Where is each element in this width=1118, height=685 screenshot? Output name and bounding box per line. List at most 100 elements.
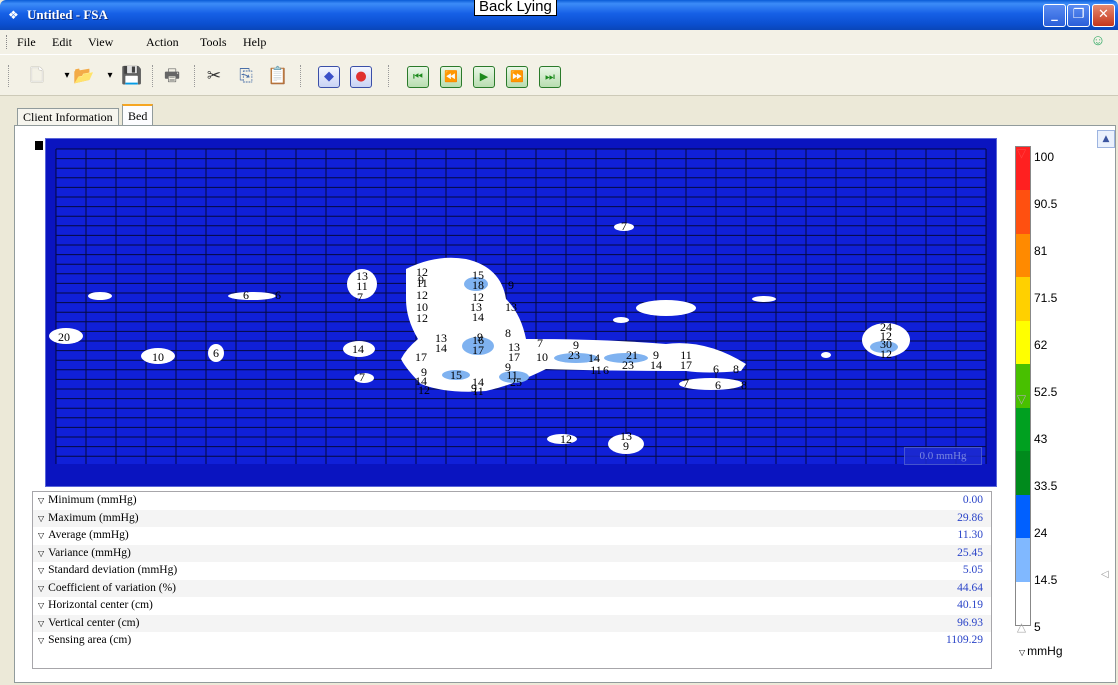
diamond-icon[interactable]: ◆ [318,66,340,88]
save-icon[interactable]: 💾 [121,66,143,86]
torso-pressure-blob [401,257,746,392]
pressure-blob [636,300,696,316]
menu-grip [6,35,9,49]
stat-label: Maximum (mmHg) [48,511,139,524]
pressure-hotspot [464,277,488,291]
new-dropdown-icon[interactable]: ▾ [64,70,70,81]
color-scale-segment [1016,233,1030,278]
pressure-value-label: 9 [421,365,427,379]
minimize-button[interactable]: _ [1043,4,1066,27]
pressure-value-label: 14 [588,351,600,365]
pressure-map[interactable]: 7 13 11 7 9 12 11 12 10 12 15 18 12 13 14 9 13 9 9 6 6 20 10 6 1… [45,138,997,487]
stat-label: Variance (mmHg) [48,546,131,559]
collapse-arrow-icon[interactable]: ◁ [1101,569,1109,580]
stat-label: Vertical center (cm) [48,616,140,629]
tab-bed[interactable]: Bed [122,104,154,128]
print-icon[interactable]: 🖶 [163,66,181,86]
pressure-value-label: 7 [359,370,365,384]
cut-icon[interactable]: ✂ [206,66,222,86]
stat-label: Coefficient of variation (%) [48,581,176,594]
copy-icon[interactable]: ⎘ [239,66,253,86]
pressure-blob [679,378,743,390]
stat-sensing-area[interactable]: ▽ Sensing area (cm) 1109.29 [33,632,991,650]
stat-variance[interactable]: ▽ Variance (mmHg) 25.45 [33,544,991,562]
pressure-value-label: 6 [243,288,249,302]
pressure-value-label: 8 [741,378,747,392]
color-scale-segment [1016,364,1030,409]
pressure-value-label: 18 [472,278,484,292]
scale-units[interactable]: ▽ mmHg [1019,644,1063,658]
open-dropdown-icon[interactable]: ▾ [107,70,113,81]
stat-coefficient-of-variation[interactable]: ▽ Coefficient of variation (%) 44.64 [33,579,991,597]
pressure-readout: 0.0 mmHg [904,447,982,465]
color-scale-segment [1016,581,1030,626]
pressure-blob [88,292,112,300]
scale-top-handle-icon[interactable]: ▽ [1016,146,1027,160]
color-scale-segment [1016,407,1030,452]
pressure-value-label: 6 [715,378,721,392]
pressure-hotspot [462,337,494,355]
expand-arrow-icon: ▽ [38,548,45,558]
paste-icon[interactable]: 📋 [267,66,289,86]
stat-minimum[interactable]: ▽ Minimum (mmHg) 0.00 [33,492,991,510]
color-scale-segment [1016,277,1030,322]
stat-maximum[interactable]: ▽ Maximum (mmHg) 29.86 [33,509,991,527]
pressure-value-label: 9 [477,330,483,344]
color-scale-label: 24 [1034,526,1048,540]
assistant-icon[interactable]: ☺ [1090,33,1106,49]
pressure-blob [354,373,374,383]
pressure-value-label: 7 [537,336,543,350]
scroll-up-button[interactable]: ▲ [1097,130,1115,148]
last-frame-icon[interactable]: ⏭ [539,66,561,88]
pressure-blob [49,328,83,344]
title-bar: ❖ Untitled - FSA Back Lying _ ❐ ✕ [0,0,1118,30]
pressure-value-label: 16 [472,333,484,347]
pressure-value-label: 17 [472,343,484,357]
stat-value: 29.86 [957,511,983,524]
stat-vertical-center[interactable]: ▽ Vertical center (cm) 96.93 [33,614,991,632]
stat-horizontal-center[interactable]: ▽ Horizontal center (cm) 40.19 [33,597,991,615]
stat-standard-deviation[interactable]: ▽ Standard deviation (mmHg) 5.05 [33,562,991,580]
stat-value: 1109.29 [946,634,983,646]
tab-client-information[interactable]: Client Information [17,108,119,126]
stat-average[interactable]: ▽ Average (mmHg) 11.30 [33,527,991,545]
close-button[interactable]: ✕ [1092,4,1115,27]
menu-help[interactable]: Help [243,35,267,49]
stat-value: 0.00 [962,494,983,506]
rewind-icon[interactable]: ⏪ [440,66,462,88]
menu-edit[interactable]: Edit [52,35,72,49]
scale-mid-handle-icon[interactable]: ▽ [1016,392,1027,406]
pressure-value-label: 13 [356,269,368,283]
menu-file[interactable]: File [17,35,36,49]
pressure-value-label: 11 [416,276,428,290]
pressure-value-label: 13 [505,300,517,314]
pressure-color-scale: 100 90.5 81 71.5 62 52.5 43 33.5 24 14.5 5 ▽ ▽ △ ▽… [1015,146,1087,662]
menu-tools[interactable]: Tools [200,35,227,49]
record-icon[interactable]: ● [350,66,372,88]
toolbar-grip [8,65,10,87]
fast-forward-icon[interactable]: ⏩ [506,66,528,88]
pressure-blob [752,296,776,302]
color-scale-label: 52.5 [1034,385,1058,399]
expand-arrow-icon: ▽ [38,531,45,540]
play-icon[interactable]: ▶ [473,66,495,88]
maximize-button[interactable]: ❐ [1067,4,1090,27]
scale-unit-label: mmHg [1027,644,1063,658]
menu-view[interactable]: View [88,35,114,49]
pressure-value-label: 7 [357,290,363,304]
color-scale-segment [1016,190,1030,235]
first-frame-icon[interactable]: ⏮ [407,66,429,88]
pressure-blob [208,344,224,362]
pressure-value-label: 13 [508,340,520,354]
pressure-blob [228,292,276,300]
scale-bottom-handle-icon[interactable]: △ [1016,620,1027,634]
pressure-value-label: 10 [536,350,548,364]
toolbar: 🗋 ▾ 📂 ▾ 💾 🖶 ✂ ⎘ 📋 ◆ ● ⏮ ⏪ ▶ ⏩ ⏭ [0,55,1118,96]
pressure-hotspot [554,353,598,363]
open-folder-icon[interactable]: 📂 [73,66,95,86]
pressure-value-label: 14 [472,375,484,389]
posture-caption: Back Lying [474,0,557,16]
new-file-icon[interactable]: 🗋 [30,66,44,86]
menu-action[interactable]: Action [146,35,179,49]
